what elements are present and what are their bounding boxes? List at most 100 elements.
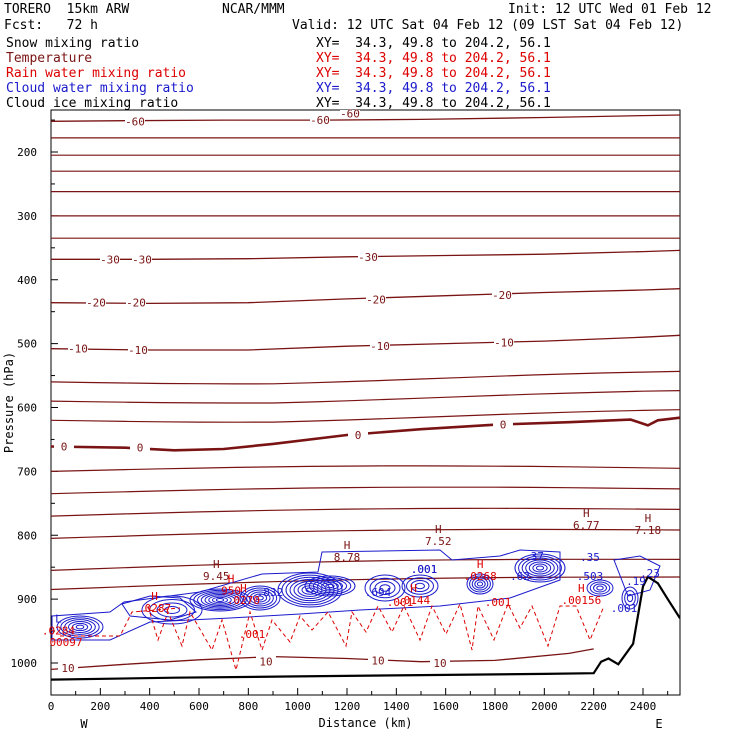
temperature-label: -10 <box>494 336 514 349</box>
legend-cloud-water-label: Cloud water mixing ratio <box>6 81 194 96</box>
cloud-water-contour <box>521 557 559 579</box>
temperature-contour <box>51 416 680 452</box>
temperature-label: -60 <box>125 115 145 128</box>
extremum-marker: H <box>645 512 652 525</box>
temperature-label-bg <box>358 249 378 262</box>
temperature-contour <box>51 486 680 495</box>
extremum-value: .0270 <box>227 594 260 607</box>
temperature-contour <box>51 465 680 472</box>
terrain-line <box>51 575 680 681</box>
x-tick-label: 2400 <box>630 700 657 713</box>
cloud-water-contour <box>308 577 352 595</box>
extremum-value: 7.52 <box>425 535 452 548</box>
legend-snow-label: Snow mixing ratio <box>6 36 140 51</box>
x-tick-label: 2200 <box>580 700 607 713</box>
temperature-contour <box>51 334 680 351</box>
temperature-label-bg <box>494 335 514 348</box>
cloud-water-contour <box>525 559 555 577</box>
cloud-water-label: .832 <box>257 586 284 599</box>
extremum-value: 8.78 <box>334 551 361 564</box>
temperature-label: -30 <box>100 253 120 266</box>
end-label-west: W <box>80 717 88 731</box>
cloud-water-contour <box>401 574 439 598</box>
cloud-water-contour <box>317 580 343 592</box>
valid-time: Valid: 12 UTC Sat 04 Feb 12 (09 LST Sat … <box>292 18 684 33</box>
extremum-marker: H <box>583 507 590 520</box>
cloud-water-contour <box>277 572 343 608</box>
cloud-water-contour <box>215 598 225 602</box>
temperature-label: 0 <box>500 419 507 432</box>
rain-label: .001 <box>485 596 512 609</box>
extremum-value: .0144 <box>397 594 430 607</box>
cloud-water-label: .503 <box>577 570 604 583</box>
y-tick-label: 500 <box>17 338 37 351</box>
extremum-value: 6.77 <box>573 519 600 532</box>
temperature-label-bg <box>54 439 74 452</box>
cloud-water-contour <box>246 589 274 607</box>
legend-rain-label: Rain water mixing ratio <box>6 66 187 81</box>
plot-frame <box>50 109 681 696</box>
cloud-water-contour <box>474 579 486 589</box>
temperature-label-bg <box>126 295 146 308</box>
cloud-water-contour <box>242 587 278 609</box>
y-tick-label: 900 <box>17 593 37 606</box>
y-tick-label: 300 <box>17 210 37 223</box>
cloud-water-contour <box>312 578 348 594</box>
cloud-water-contour <box>321 582 339 590</box>
cloud-water-contour <box>164 606 180 614</box>
rain-contour <box>60 607 181 637</box>
cloud-water-outline <box>613 555 661 597</box>
temperature-contour <box>51 507 680 517</box>
legend-cloud-ice-xy: XY= 34.3, 49.8 to 204.2, 56.1 <box>316 96 551 111</box>
temperature-label-bg <box>256 654 276 667</box>
extremum-marker: H <box>410 582 417 595</box>
temperature-label-bg <box>86 295 106 308</box>
temperature-contour <box>51 409 680 423</box>
extremum-value: 950 <box>221 585 241 598</box>
cloud-water-contour <box>514 553 566 583</box>
init-time: Init: 12 UTC Wed 01 Feb 12 <box>508 2 712 17</box>
cloud-water-contour <box>589 581 611 595</box>
cloud-water-contour <box>593 583 607 593</box>
legend-cloud-water-xy: XY= 34.3, 49.8 to 204.2, 56.1 <box>316 81 551 96</box>
model-title: TORERO 15km ARW <box>4 2 130 17</box>
cloud-water-contour <box>624 590 636 606</box>
temperature-label: -60 <box>340 108 360 121</box>
legend-snow-xy: XY= 34.3, 49.8 to 204.2, 56.1 <box>316 36 551 51</box>
temperature-label-bg <box>368 653 388 666</box>
temperature-label-bg <box>132 252 152 265</box>
cloud-water-contour <box>204 594 236 606</box>
rain-label: .001 <box>611 602 638 615</box>
cloud-water-contour <box>379 584 391 592</box>
rain-label: .001 <box>239 628 266 641</box>
cloud-water-contour <box>369 577 401 599</box>
cloud-water-contour <box>197 591 243 609</box>
legend-temperature-label: Temperature <box>6 51 93 66</box>
y-tick-label: 600 <box>17 402 37 415</box>
center-title: NCAR/MMM <box>222 2 285 17</box>
temperature-label: -60 <box>310 114 330 127</box>
legend-rain-xy: XY= 34.3, 49.8 to 204.2, 56.1 <box>316 66 551 81</box>
y-tick-label: 800 <box>17 529 37 542</box>
temperature-label: 0 <box>355 429 362 442</box>
cloud-water-contour <box>60 617 100 637</box>
rain-label: 00097 <box>49 636 82 649</box>
legend-cloud-ice-label: Cloud ice mixing ratio <box>6 96 179 111</box>
cloud-water-contour <box>415 582 425 590</box>
extremum-value: .0284 <box>42 624 75 637</box>
cloud-water-contour <box>374 581 396 595</box>
x-tick-label: 0 <box>48 700 55 713</box>
temperature-label-bg <box>128 343 148 356</box>
x-tick-label: 1000 <box>284 700 311 713</box>
cloud-water-contour <box>289 578 331 602</box>
cloud-water-contour <box>193 589 247 611</box>
extremum-marker: H <box>578 582 585 595</box>
temperature-label: 10 <box>259 656 272 669</box>
end-label-east: E <box>655 717 662 731</box>
extremum-marker: H <box>344 539 351 552</box>
temperature-label: 0 <box>61 440 68 453</box>
extremum-marker: H <box>213 558 220 571</box>
cloud-water-contour <box>156 602 188 618</box>
temperature-label: -10 <box>128 344 148 357</box>
